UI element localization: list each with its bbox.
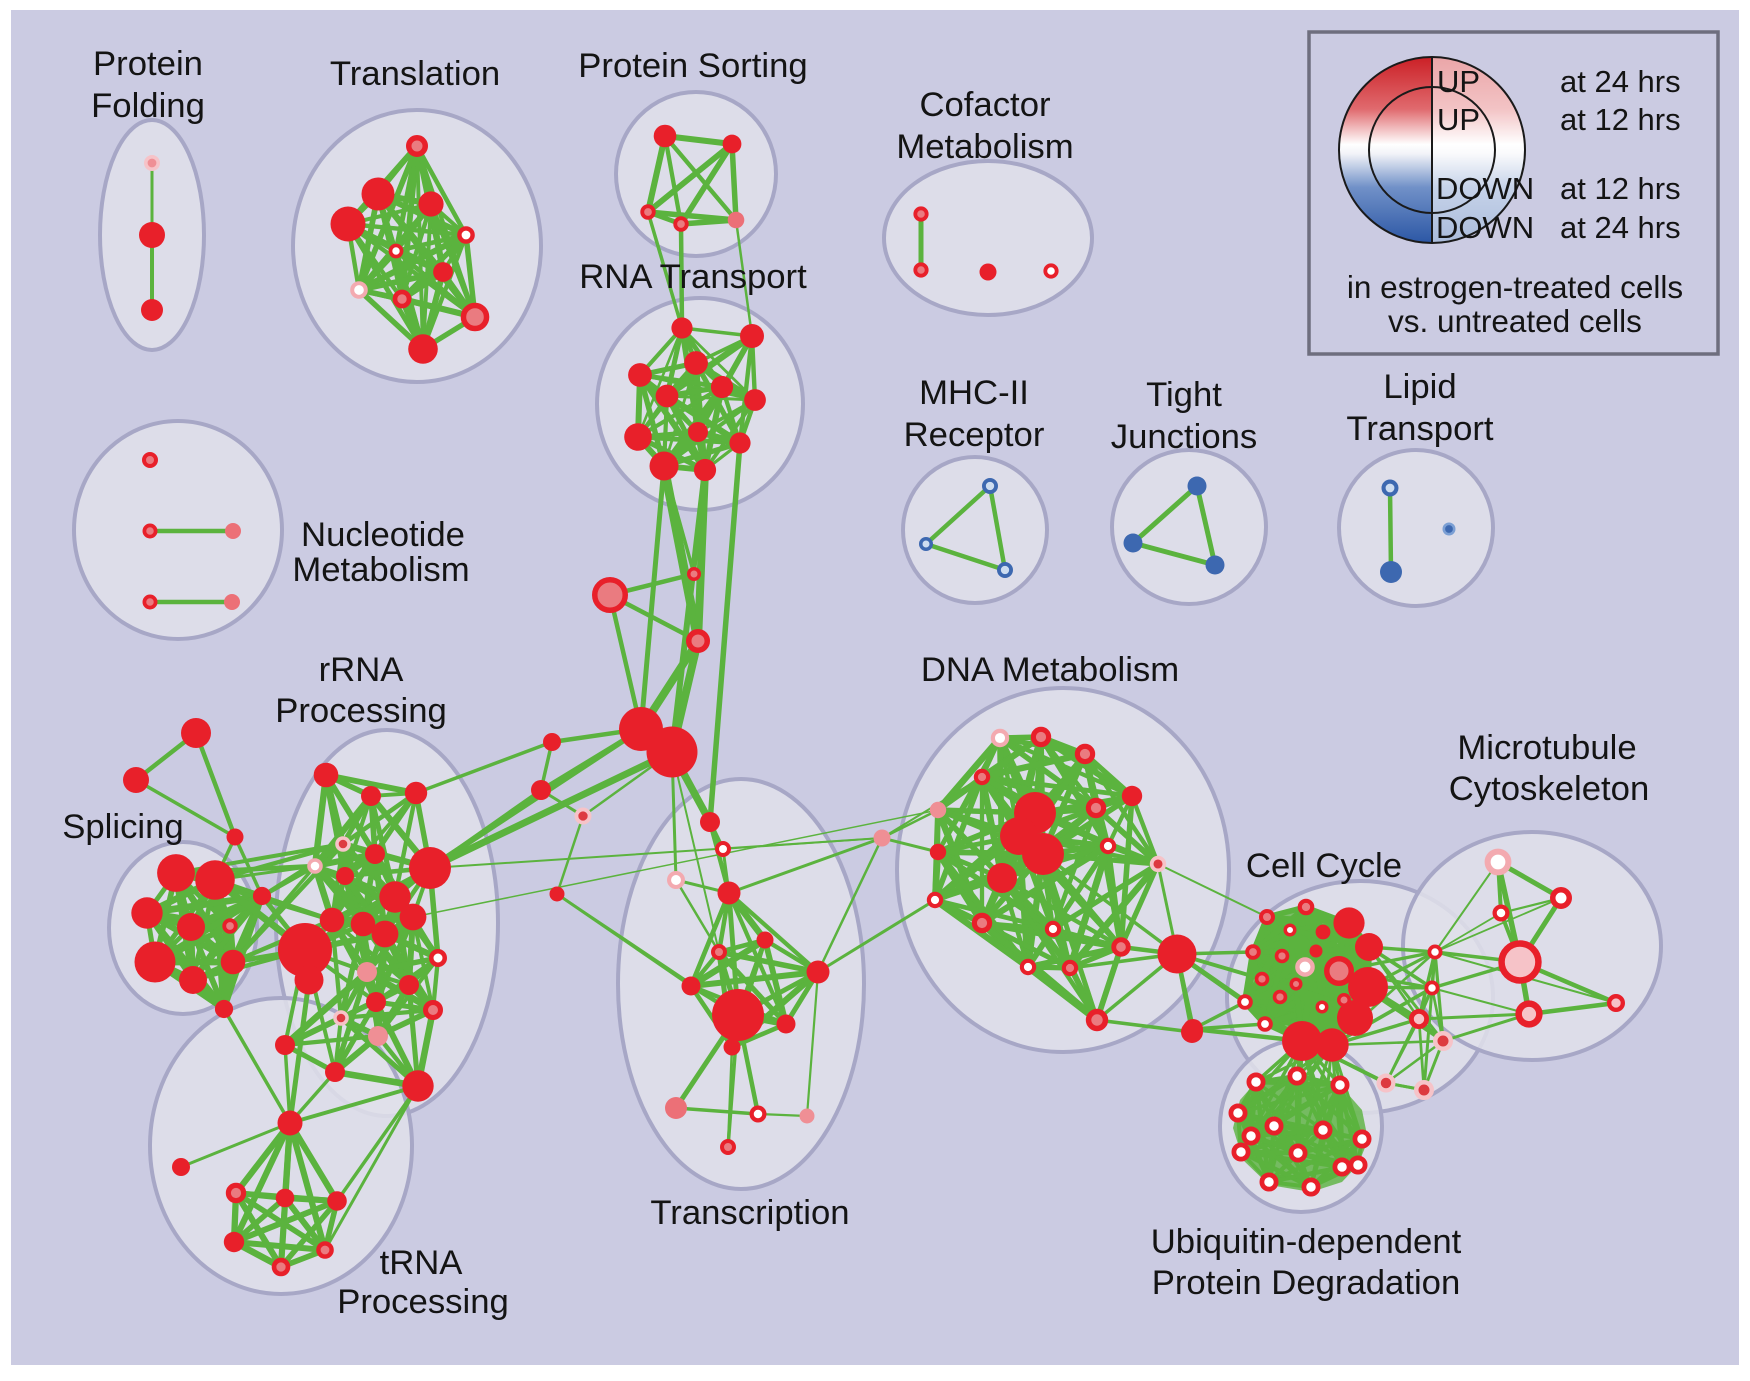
svg-text:Receptor: Receptor [904,416,1045,454]
svg-text:Nucleotide: Nucleotide [301,516,465,554]
svg-text:Microtubule: Microtubule [1457,729,1636,767]
svg-text:tRNA: tRNA [380,1244,464,1282]
svg-text:Protein Degradation: Protein Degradation [1152,1264,1461,1302]
svg-text:Metabolism: Metabolism [292,551,469,589]
svg-text:at 24 hrs: at 24 hrs [1560,210,1681,245]
svg-text:Cofactor: Cofactor [919,86,1050,124]
svg-text:UP: UP [1437,102,1480,137]
svg-text:Processing: Processing [337,1283,509,1321]
svg-text:Cell Cycle: Cell Cycle [1246,847,1402,885]
svg-text:MHC-II: MHC-II [919,374,1029,412]
svg-text:at 12 hrs: at 12 hrs [1560,102,1681,137]
svg-text:Protein: Protein [93,45,203,83]
svg-text:at 12 hrs: at 12 hrs [1560,171,1681,206]
svg-text:Splicing: Splicing [62,808,183,846]
svg-text:DNA Metabolism: DNA Metabolism [921,651,1179,689]
svg-text:Lipid: Lipid [1383,368,1456,406]
svg-text:Translation: Translation [330,55,500,93]
svg-text:vs. untreated cells: vs. untreated cells [1388,303,1642,339]
svg-text:Cytoskeleton: Cytoskeleton [1449,770,1650,808]
svg-text:RNA Transport: RNA Transport [579,258,807,296]
svg-text:Folding: Folding [91,87,205,125]
svg-text:Transport: Transport [1346,410,1494,448]
svg-text:at 24 hrs: at 24 hrs [1560,64,1681,99]
svg-text:DOWN: DOWN [1436,210,1534,245]
svg-text:Processing: Processing [275,692,447,730]
svg-text:rRNA: rRNA [319,651,405,689]
svg-text:Metabolism: Metabolism [896,128,1073,166]
svg-text:in estrogen-treated cells: in estrogen-treated cells [1347,269,1683,305]
svg-text:Protein Sorting: Protein Sorting [578,47,807,85]
svg-text:Junctions: Junctions [1111,418,1258,456]
svg-text:Tight: Tight [1146,376,1222,414]
svg-text:Ubiquitin-dependent: Ubiquitin-dependent [1151,1223,1462,1261]
svg-text:Transcription: Transcription [650,1194,849,1232]
svg-text:UP: UP [1437,64,1480,99]
svg-text:DOWN: DOWN [1436,171,1534,206]
